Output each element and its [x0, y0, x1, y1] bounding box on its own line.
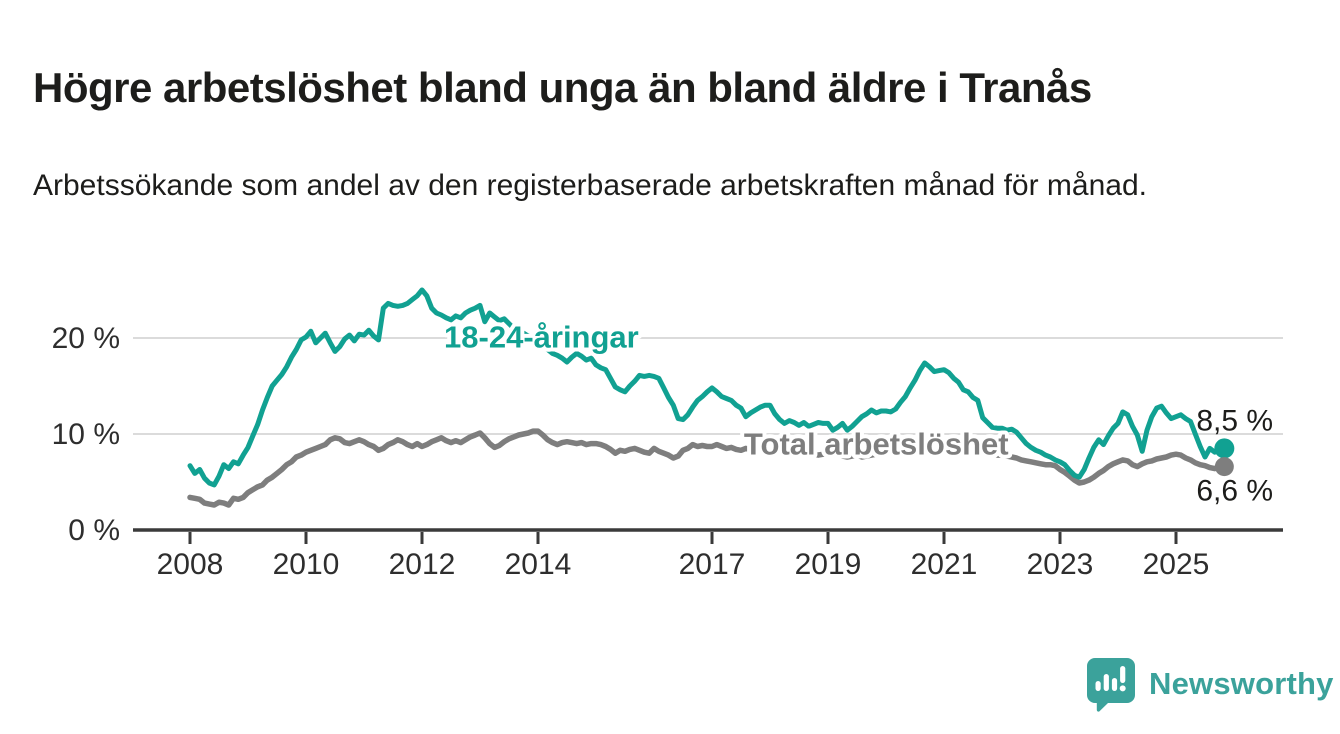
page-title: Högre arbetslöshet bland unga än bland ä… [33, 64, 1092, 112]
x-tick-label-2014: 2014 [505, 548, 572, 581]
x-tick-label-2017: 2017 [679, 548, 746, 581]
newsworthy-brand: Newsworthy [1085, 656, 1334, 712]
x-tick-label-2008: 2008 [157, 548, 224, 581]
series-label-youth: 18-24-åringar [444, 320, 639, 355]
end-dot-youth [1214, 438, 1235, 459]
end-value-label-total: 6,6 % [1196, 475, 1273, 508]
series-label-total: Total arbetslöshet [744, 427, 1009, 462]
x-tick-label-2010: 2010 [273, 548, 340, 581]
end-dot-total [1214, 457, 1234, 477]
y-tick-label-0: 0 % [68, 514, 120, 547]
x-tick-label-2019: 2019 [795, 548, 862, 581]
total-unemployment-line [187, 428, 1228, 508]
x-tick-label-2021: 2021 [911, 548, 978, 581]
youth-unemployment-line [187, 287, 1227, 488]
x-tick-label-2012: 2012 [389, 548, 456, 581]
chart-subtitle: Arbetssökande som andel av den registerb… [33, 169, 1147, 202]
x-tick-label-2025: 2025 [1143, 548, 1210, 581]
y-tick-label-10: 10 % [52, 418, 120, 451]
end-value-label-youth: 8,5 % [1196, 404, 1273, 437]
x-tick-label-2023: 2023 [1027, 548, 1094, 581]
newsworthy-wordmark: Newsworthy [1149, 666, 1334, 701]
newsworthy-logo-icon [1087, 658, 1135, 712]
y-tick-label-20: 20 % [52, 322, 120, 355]
